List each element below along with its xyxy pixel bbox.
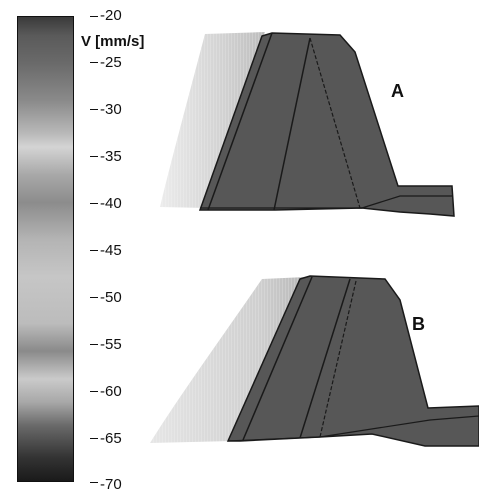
wing-a-body [198,32,455,217]
colorbar-tick-label: -65 [100,430,122,447]
colorbar-tick-label: -40 [100,195,122,212]
wing-b-panel-line [299,278,351,439]
colorbar-tick-label: -30 [100,101,122,118]
wing-b-panel-line [242,276,313,441]
colorbar-tick-mark [90,156,98,157]
colorbar-tick-mark [90,250,98,251]
colorbar-tick-label: -25 [100,54,122,71]
wing-b-root-line [227,436,321,442]
colorbar-tick-mark [90,16,98,17]
colorbar-tick-label: -55 [100,336,122,353]
wing-b-streaks [150,277,306,443]
wing-b-panel-line-dashed [319,280,357,438]
wing-b [150,275,479,447]
wing-a-label: A [391,81,404,101]
colorbar-tick-mark [90,109,98,110]
wing-b-label: B [412,314,425,334]
colorbar-tick-mark [90,203,98,204]
wing-a [160,32,455,217]
colorbar-tick-mark [90,344,98,345]
colorbar-tick-label: -60 [100,383,122,400]
wing-a-streaks [160,32,265,208]
colorbar-tick-label: -45 [100,242,122,259]
colorbar-tick-mark [90,482,98,483]
colorbar [17,16,74,482]
colorbar-tick-mark [90,438,98,439]
wing-a-panel-line-dashed [309,37,361,209]
colorbar-tick-label: -70 [100,476,122,493]
wing-a-panel-line [273,37,311,211]
wing-a-panel-line [207,32,273,211]
colorbar-tick-mark [90,297,98,298]
colorbar-tick-label: -50 [100,289,122,306]
colorbar-tick-mark [90,391,98,392]
colorbar-unit-label: V [mm/s] [80,33,146,50]
colorbar-tick-label: -35 [100,148,122,165]
wing-a-fairing-line [361,195,452,209]
colorbar-tick-mark [90,62,98,63]
colorbar-tick-label: -20 [100,7,122,24]
wing-b-fairing-line [319,415,479,438]
